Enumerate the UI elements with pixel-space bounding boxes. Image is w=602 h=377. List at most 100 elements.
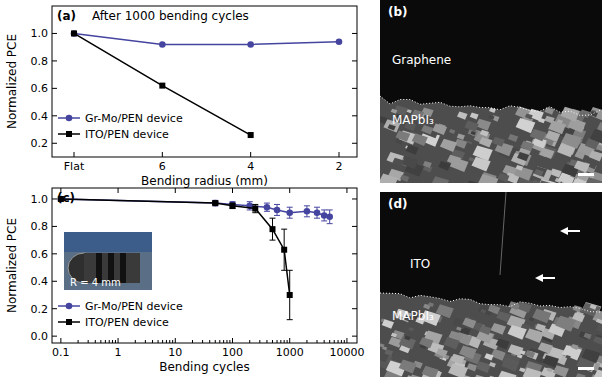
x-minor-tick [306,340,307,343]
sem-grain [479,325,492,335]
sem-grain [480,130,489,137]
sem-grain [431,176,449,183]
sem-crystal-layer [380,293,602,377]
sem-grain [542,355,558,368]
legend-entry: Gr-Mo/PEN device [58,300,183,313]
marker [230,203,236,209]
y-tick-label: 1.0 [31,27,49,40]
inset-background [64,232,152,290]
x-minor-tick [112,340,113,343]
marker [304,208,311,215]
x-minor-tick [329,340,330,343]
sem-grain [448,363,468,377]
sem-grain [450,354,464,365]
marker [314,209,321,216]
sem-grain [537,180,556,183]
sem-grain [450,158,469,172]
sem-grain [480,309,486,314]
y-tick-label: 0.6 [31,248,49,261]
sem-grain [503,349,508,353]
data-group [71,30,343,138]
y-tick [52,226,57,227]
sem-grain [590,304,597,310]
legend-label: ITO/PEN device [85,128,169,141]
sem-grain [423,161,432,168]
x-tick-label: Flat [64,160,85,173]
x-tick [175,188,176,193]
y-axis-label: Normalized PCE [5,218,19,313]
x-tick [339,152,340,157]
sem-grain [440,139,457,152]
sem-grain [412,134,428,146]
sem-grain [582,349,601,364]
x-tick [232,338,233,343]
marker [71,30,77,36]
sem-grain [384,349,393,356]
x-tick [118,338,119,343]
y-tick-label: 0.0 [31,330,49,343]
sem-image: (d)ITOMAPbI₃ [377,192,602,377]
sem-image: (b)GrapheneMAPbI₃ [378,0,602,197]
marker [212,200,218,206]
sem-grain [583,333,591,339]
sem-grain [471,131,476,135]
x-tick-label: 1 [115,346,122,359]
marker [212,200,219,207]
x-tick-label: 6 [159,160,166,173]
x-minor-tick [219,340,220,343]
x-minor-tick [249,340,250,343]
sem-grain [519,367,526,372]
x-minor-tick [280,340,281,343]
inset-glove [64,232,152,252]
y-tick-label: 0.8 [31,220,49,233]
y-tick [52,88,57,89]
crack [500,192,506,275]
y-axis-label: Normalized PCE [5,34,19,129]
y-tick [52,115,57,116]
error-bar [321,210,327,221]
sem-grain [545,130,560,141]
sem-grain [533,166,553,181]
x-tick [118,188,119,193]
x-minor-tick [209,340,210,343]
y-tick [352,115,357,116]
sem-grain [380,173,398,183]
sem-grain [542,183,556,184]
sem-grain [497,371,516,377]
y-tick [52,60,57,61]
sem-crystal-layer [380,96,602,183]
marker [269,226,275,232]
sem-grain [594,334,602,344]
sem-content [380,192,602,377]
sem-grain [496,339,510,350]
marker [159,83,165,89]
sem-grain [464,121,478,132]
sem-grain [515,165,523,171]
legend-label: Gr-Mo/PEN device [85,300,183,313]
y-tick-label: 0.4 [31,110,49,123]
sem-grain [517,152,529,161]
scale-bar [578,173,594,176]
x-minor-tick [344,340,345,343]
marker [247,41,254,48]
legend-entry: ITO/PEN device [58,128,169,141]
chart: 0.00.20.40.60.81.00.1110100100010000Bend… [5,188,364,374]
series-line [61,199,290,295]
sem-grain [568,119,586,133]
sem-grain [491,323,506,335]
marker [326,214,333,221]
sem-grain [492,137,505,147]
sem-grain [479,137,493,147]
sem-grain [380,343,385,348]
x-tick [175,338,176,343]
y-tick-label: 0.2 [31,303,49,316]
y-tick-label: 1.0 [31,193,49,206]
marker [286,209,293,216]
sem-grain [538,342,553,354]
sem-grain [532,309,551,324]
inset-band [120,253,126,283]
x-tick [162,152,163,157]
error-bar [264,203,270,211]
sem-grain [588,163,596,169]
marker [264,204,271,211]
